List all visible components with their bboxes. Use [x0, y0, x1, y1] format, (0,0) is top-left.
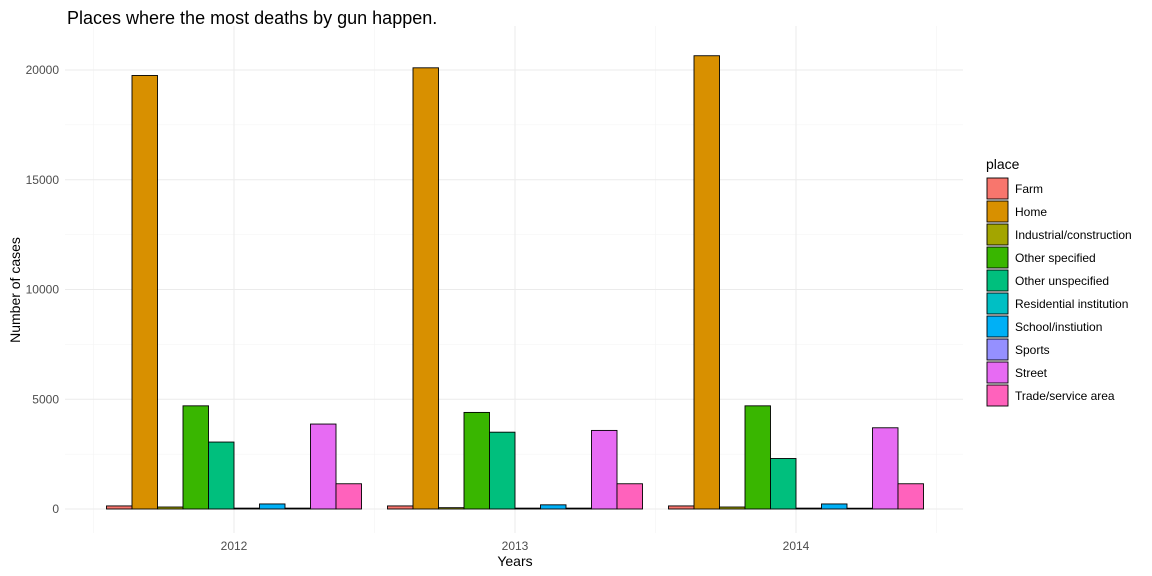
- legend-key: [986, 361, 1009, 384]
- y-tick-label: 10000: [26, 283, 60, 297]
- y-tick-label: 20000: [26, 63, 60, 77]
- bar-sports-2013: [565, 507, 592, 510]
- legend-label: Home: [1015, 205, 1047, 219]
- legend-label: Trade/service area: [1015, 389, 1115, 403]
- legend-label: Street: [1015, 366, 1048, 380]
- chart-title: Places where the most deaths by gun happ…: [67, 8, 437, 28]
- legend-key: [986, 269, 1009, 292]
- bars: [106, 55, 924, 510]
- legend-key: [986, 246, 1009, 269]
- y-axis-title: Number of cases: [7, 237, 23, 343]
- legend-key: [986, 315, 1009, 338]
- bar-residential-institution-2013: [514, 507, 541, 510]
- y-tick-label: 5000: [32, 392, 59, 406]
- bar-industrial-construction-2012: [157, 506, 184, 510]
- bar-street-2012: [310, 423, 337, 510]
- bar-school-instiution-2012: [259, 503, 286, 510]
- legend-label: Other unspecified: [1015, 274, 1109, 288]
- bar-industrial-construction-2014: [719, 506, 746, 510]
- legend-key: [986, 223, 1009, 246]
- legend-label: Farm: [1015, 182, 1043, 196]
- legend-title: place: [986, 156, 1020, 172]
- bar-home-2014: [693, 55, 720, 510]
- bar-residential-institution-2014: [795, 507, 822, 510]
- bar-street-2014: [872, 427, 899, 510]
- bar-trade-service-area-2012: [335, 483, 362, 510]
- legend-label: Other specified: [1015, 251, 1096, 265]
- legend-key: [986, 292, 1009, 315]
- bar-other-specified-2014: [744, 405, 771, 510]
- bar-sports-2012: [284, 507, 311, 510]
- bar-farm-2012: [106, 505, 133, 510]
- x-tick-label: 2013: [502, 539, 529, 553]
- legend: place Farm Home Industrial/construction Oth…: [986, 156, 1132, 407]
- legend-items: Farm Home Industrial/construction Other spe…: [986, 177, 1132, 407]
- x-axis-title: Years: [497, 553, 532, 569]
- y-tick-label: 0: [52, 502, 59, 516]
- bar-trade-service-area-2013: [616, 483, 643, 510]
- bar-sports-2014: [846, 507, 873, 510]
- bar-other-specified-2012: [182, 405, 209, 510]
- bar-farm-2014: [668, 505, 695, 510]
- legend-label: School/instiution: [1015, 320, 1102, 334]
- x-axis-ticks: 2012 2013 2014: [221, 539, 810, 553]
- bar-home-2012: [131, 75, 158, 510]
- bar-residential-institution-2012: [233, 507, 260, 510]
- y-tick-label: 15000: [26, 173, 60, 187]
- legend-label: Residential institution: [1015, 297, 1128, 311]
- bar-street-2013: [591, 429, 618, 510]
- legend-key: [986, 200, 1009, 223]
- bar-other-unspecified-2013: [489, 431, 516, 510]
- bar-other-unspecified-2014: [770, 458, 797, 510]
- y-axis-ticks: 0 5000 10000 15000 20000: [26, 63, 60, 516]
- bar-school-instiution-2013: [540, 504, 567, 510]
- legend-label: Industrial/construction: [1015, 228, 1132, 242]
- legend-key: [986, 177, 1009, 200]
- bar-other-unspecified-2012: [208, 441, 235, 510]
- legend-key: [986, 338, 1009, 361]
- bar-other-specified-2013: [463, 411, 490, 510]
- legend-key: [986, 384, 1009, 407]
- bar-school-instiution-2014: [821, 503, 848, 510]
- bar-home-2013: [412, 67, 439, 510]
- bar-farm-2013: [387, 505, 414, 510]
- bar-industrial-construction-2013: [438, 507, 465, 510]
- bar-trade-service-area-2014: [897, 483, 924, 510]
- legend-label: Sports: [1015, 343, 1050, 357]
- x-tick-label: 2014: [783, 539, 810, 553]
- x-tick-label: 2012: [221, 539, 248, 553]
